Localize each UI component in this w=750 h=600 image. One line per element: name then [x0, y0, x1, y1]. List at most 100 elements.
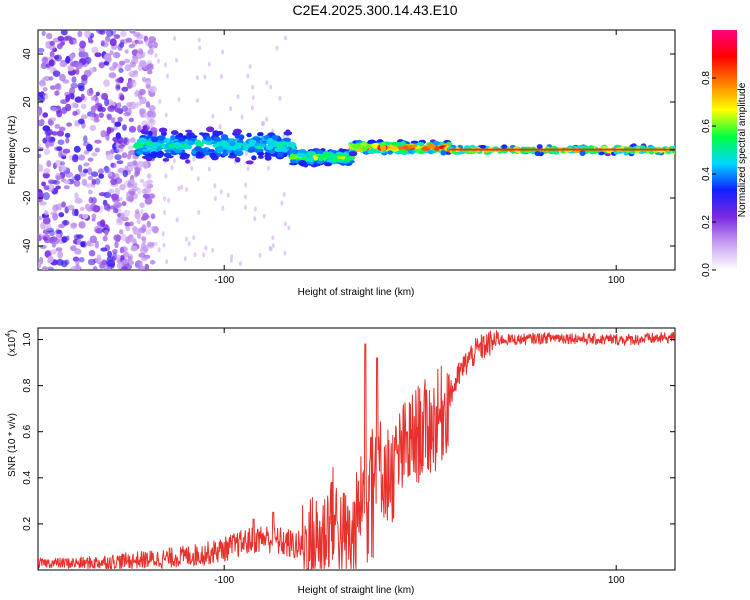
spectrogram-noise-mark	[122, 251, 130, 258]
spectrogram-signal-mark	[671, 145, 675, 149]
spectrogram-noise-mark	[243, 205, 247, 211]
spectrogram-noise-mark	[126, 81, 134, 89]
spectrogram-noise-mark	[52, 70, 61, 77]
spectrogram-signal-mark	[212, 130, 220, 136]
colorbar-tick-label: 0.6	[701, 119, 712, 133]
spectrogram-noise-mark	[170, 165, 174, 171]
spectrogram-noise-mark	[147, 69, 153, 75]
spectrogram-signal-mark	[307, 150, 316, 157]
spectrogram-noise-mark	[122, 137, 128, 144]
spectrogram-noise-mark	[57, 35, 65, 42]
spectrogram-noise-mark	[59, 61, 67, 68]
snr-multiplier-close: )	[7, 330, 18, 333]
spectrogram-noise-mark	[113, 201, 119, 206]
spectrogram-y-tick-label: 20	[22, 96, 33, 108]
spectrogram-noise-mark	[65, 94, 71, 102]
spectrogram-noise-mark	[119, 184, 126, 191]
spectrogram-noise-mark	[137, 91, 143, 100]
spectrogram-noise-mark	[41, 181, 46, 187]
spectrogram-noise-mark	[118, 144, 125, 149]
spectrogram-noise-mark	[122, 38, 129, 44]
spectrogram-signal-mark	[170, 135, 176, 141]
spectrogram-noise-mark	[76, 234, 84, 239]
spectrogram-signal-mark	[182, 145, 188, 150]
spectrogram-noise-mark	[141, 224, 147, 233]
spectrogram-noise-mark	[43, 236, 48, 241]
spectrogram-signal-mark	[151, 136, 159, 143]
spectrogram-noise-mark	[80, 103, 87, 110]
snr-marks	[38, 330, 675, 570]
spectrogram-signal-mark	[370, 147, 377, 154]
spectrogram-noise-mark	[47, 184, 55, 192]
spectrogram-noise-mark	[54, 159, 63, 168]
colorbar-ticks: 0.0 0.2 0.4 0.6 0.8	[701, 71, 716, 277]
spectrogram-noise-mark	[67, 66, 74, 72]
spectrogram-signal-mark	[228, 154, 237, 159]
spectrogram-noise-mark	[103, 202, 110, 211]
spectrogram-noise-mark	[49, 236, 58, 243]
spectrogram-signal-mark	[206, 136, 212, 141]
spectrogram-noise-mark	[56, 146, 63, 152]
spectrogram-noise-mark	[226, 192, 230, 198]
spectrogram-noise-mark	[128, 43, 135, 49]
snr-y-tick-label: 0.2	[22, 517, 33, 531]
spectrogram-noise-mark	[134, 167, 141, 175]
snr-x-ticks: -100 100	[214, 328, 625, 586]
spectrogram-signal-mark	[361, 145, 368, 152]
spectrogram-noise-mark	[43, 185, 50, 191]
spectrogram-noise-mark	[38, 234, 42, 242]
spectrogram-noise-mark	[157, 58, 160, 64]
spectrogram-signal-mark	[287, 141, 296, 146]
colorbar-label: Normalized spectral amplitude	[737, 82, 748, 217]
spectrogram-noise-mark	[94, 139, 102, 144]
spectrogram-noise-mark	[87, 242, 95, 247]
spectrogram-signal-mark	[168, 143, 177, 148]
spectrogram-signal-mark	[410, 140, 419, 144]
spectrogram-signal-mark	[145, 141, 154, 146]
snr-x-tick-label: 100	[608, 575, 625, 586]
spectrogram-noise-mark	[124, 221, 131, 227]
spectrogram-signal-mark	[185, 159, 190, 164]
spectrogram-noise-mark	[282, 192, 286, 197]
spectrogram-noise-mark	[220, 73, 223, 79]
spectrogram-noise-mark	[158, 99, 162, 104]
spectrogram-noise-mark	[109, 50, 114, 56]
spectrogram-signal-mark	[315, 149, 324, 155]
spectrogram-signal-mark	[248, 139, 257, 145]
spectrogram-signal-mark	[399, 141, 407, 147]
spectrogram-noise-mark	[41, 30, 46, 37]
spectrogram-noise-mark	[43, 168, 51, 174]
spectrogram-noise-mark	[59, 126, 66, 132]
spectrogram-noise-mark	[38, 47, 45, 53]
spectrogram-noise-mark	[98, 192, 107, 197]
spectrogram-noise-mark	[91, 197, 97, 204]
spectrogram-noise-mark	[80, 241, 86, 248]
spectrogram-noise-mark	[128, 145, 134, 150]
spectrogram-noise-mark	[42, 87, 48, 92]
spectrogram-noise-mark	[271, 235, 275, 241]
spectrogram-noise-mark	[105, 133, 110, 141]
spectrogram-noise-mark	[40, 62, 48, 70]
spectrogram-noise-mark	[123, 112, 131, 117]
spectrogram-noise-mark	[46, 33, 53, 40]
spectrogram-noise-mark	[118, 68, 124, 73]
spectrogram-noise-mark	[164, 173, 168, 179]
spectrogram-noise-mark	[71, 155, 79, 163]
colorbar: 0.0 0.2 0.4 0.6 0.8 Normalized spectral ampl…	[701, 30, 748, 277]
spectrogram-noise-mark	[66, 122, 72, 127]
spectrogram-noise-mark	[145, 101, 151, 108]
spectrogram-noise-mark	[39, 256, 44, 265]
snr-y-tick-label: 0.4	[22, 470, 33, 484]
spectrogram-signal-mark	[629, 150, 636, 154]
spectrogram-signal-mark	[337, 159, 344, 163]
spectrogram-signal-mark	[297, 153, 306, 158]
spectrogram-signal-mark	[163, 152, 172, 158]
spectrogram-y-tick-label: -20	[22, 190, 33, 205]
spectrogram-noise-mark	[56, 233, 61, 239]
spectrogram-noise-mark	[229, 258, 233, 263]
spectrogram-noise-mark	[136, 160, 145, 168]
spectrogram-noise-mark	[71, 102, 77, 109]
spectrogram-noise-mark	[230, 254, 234, 260]
spectrogram-noise-mark	[140, 243, 146, 250]
spectrogram-signal-mark	[269, 150, 276, 155]
